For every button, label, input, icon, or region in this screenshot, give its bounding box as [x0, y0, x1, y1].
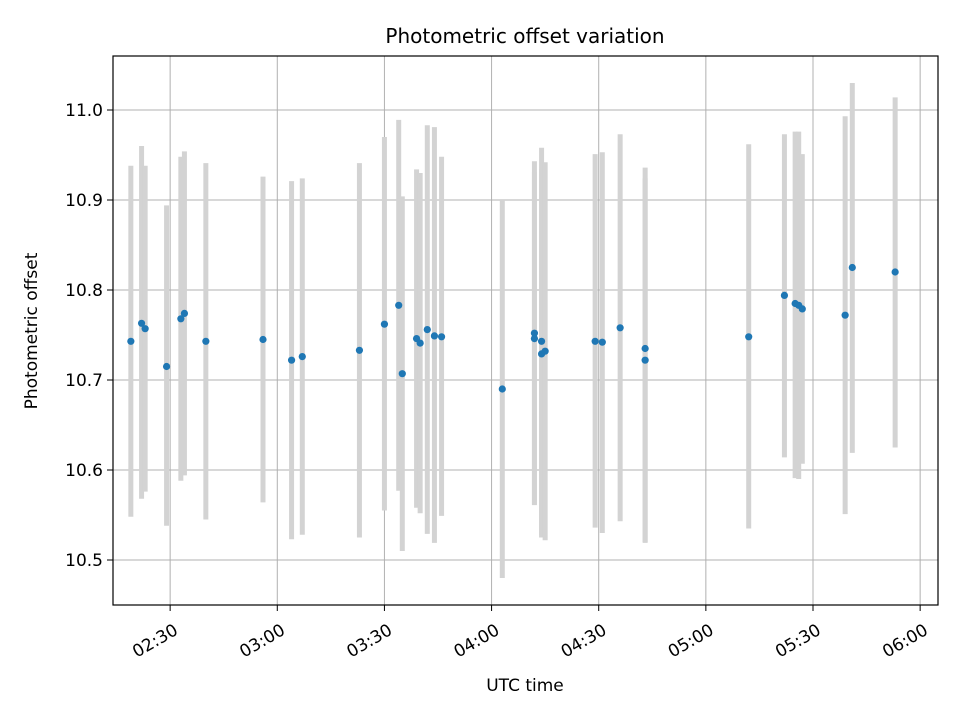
- data-point: [127, 337, 135, 345]
- y-tick-label: 10.5: [65, 551, 103, 571]
- data-point: [541, 347, 549, 355]
- data-point: [355, 346, 364, 354]
- y-axis-ticks: 10.5 10.6 10.7 10.8 10.9 11.0: [65, 101, 113, 571]
- data-point: [380, 320, 389, 328]
- data-point: [398, 370, 406, 378]
- y-tick-label: 11.0: [65, 101, 103, 121]
- data-point: [259, 335, 267, 344]
- data-point: [177, 315, 185, 323]
- y-tick-label: 10.7: [65, 371, 103, 391]
- y-tick-label: 10.6: [65, 461, 103, 481]
- data-point: [891, 268, 899, 276]
- x-tick-label: 05:30: [772, 620, 824, 662]
- data-point: [423, 326, 431, 334]
- data-point: [530, 335, 539, 343]
- plot-frame: [112, 55, 939, 606]
- data-point: [641, 344, 649, 353]
- x-tick-label: 03:00: [236, 620, 288, 662]
- data-point: [745, 333, 753, 341]
- x-tick-label: 05:00: [665, 620, 717, 662]
- error-bars: [128, 83, 898, 578]
- data-points: [127, 263, 899, 393]
- data-point: [591, 337, 599, 345]
- data-point: [162, 362, 171, 371]
- data-point: [537, 337, 546, 345]
- data-point: [141, 325, 149, 333]
- data-point: [848, 263, 856, 272]
- data-point: [530, 329, 539, 337]
- data-point: [430, 332, 439, 340]
- data-point: [287, 356, 296, 364]
- data-point: [598, 338, 606, 346]
- data-point: [798, 305, 806, 313]
- data-point: [298, 353, 306, 361]
- x-tick-label: 04:30: [558, 620, 610, 662]
- data-point: [498, 385, 506, 393]
- grid: [113, 56, 938, 605]
- x-tick-label: 03:30: [343, 620, 395, 662]
- x-axis-label: UTC time: [486, 676, 564, 696]
- y-tick-label: 10.8: [65, 281, 103, 301]
- data-point: [641, 356, 649, 364]
- x-tick-label: 06:00: [879, 620, 931, 662]
- data-point: [841, 311, 849, 319]
- data-point: [395, 301, 403, 309]
- data-point: [437, 333, 446, 341]
- data-point: [780, 291, 789, 299]
- y-axis-label: Photometric offset: [22, 252, 42, 409]
- data-point: [180, 309, 189, 317]
- x-axis-ticks: 02:30 03:00 03:30 04:00 04:30 05:00 05:30 06:00: [129, 605, 932, 662]
- chart-title: Photometric offset variation: [385, 24, 664, 48]
- x-tick-label: 02:30: [129, 620, 181, 662]
- data-point: [137, 319, 146, 327]
- data-point: [202, 337, 210, 345]
- x-tick-label: 04:00: [451, 620, 503, 662]
- data-point: [416, 339, 424, 347]
- data-point: [616, 324, 624, 332]
- y-tick-label: 10.9: [65, 191, 103, 211]
